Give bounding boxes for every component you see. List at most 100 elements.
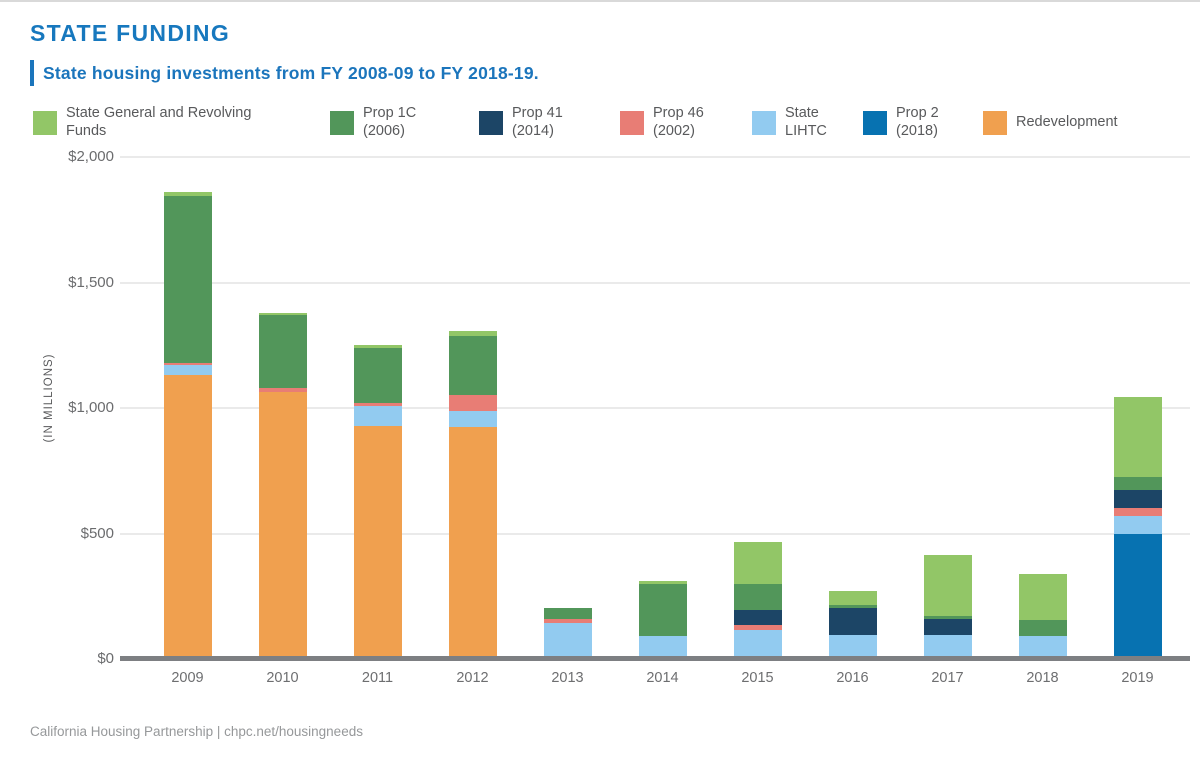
bar-segment xyxy=(543,622,592,659)
bar-segment xyxy=(1113,533,1162,659)
bar-slot-2010 xyxy=(235,157,330,659)
x-tick-label: 2018 xyxy=(1026,670,1059,686)
legend-swatch-prop-2 xyxy=(863,111,887,135)
x-tick-label: 2013 xyxy=(551,670,584,686)
legend-item-prop-41: Prop 41 (2014) xyxy=(479,105,563,140)
stacked-bar-2013 xyxy=(543,607,592,659)
bar-segment xyxy=(733,542,782,584)
stacked-bar-2009 xyxy=(163,192,212,659)
stacked-bar-2014 xyxy=(638,581,687,659)
bar-segment xyxy=(258,315,307,388)
x-tick-label: 2012 xyxy=(456,670,489,686)
bar-segment xyxy=(828,605,877,608)
x-tick-label: 2009 xyxy=(171,670,204,686)
bar-segment xyxy=(448,410,497,427)
stacked-bar-2011 xyxy=(353,345,402,659)
gridline xyxy=(120,281,1190,284)
stacked-bar-2016 xyxy=(828,591,877,659)
bars-container xyxy=(140,157,1185,659)
y-tick-label: $1,000 xyxy=(68,399,114,416)
legend-item-prop-1c: Prop 1C (2006) xyxy=(330,105,416,140)
stacked-bar-2012 xyxy=(448,331,497,659)
gridline xyxy=(120,156,1190,158)
stacked-bar-2010 xyxy=(258,312,307,659)
stacked-bar-2015 xyxy=(733,542,782,659)
chart-legend: State General and Revolving Funds Prop 1… xyxy=(0,105,1200,151)
bar-segment xyxy=(828,591,877,606)
bar-segment xyxy=(1113,396,1162,478)
legend-item-prop-46: Prop 46 (2002) xyxy=(620,105,704,140)
bar-segment xyxy=(733,625,782,631)
bar-segment xyxy=(1113,489,1162,509)
x-tick-label: 2014 xyxy=(646,670,679,686)
legend-swatch-prop-1c xyxy=(330,111,354,135)
legend-label: Redevelopment xyxy=(1016,114,1118,130)
bar-segment xyxy=(733,583,782,611)
bar-segment xyxy=(1018,620,1067,637)
bar-segment xyxy=(543,618,592,623)
footer-credit: California Housing Partnership | chpc.ne… xyxy=(30,724,363,739)
bar-segment xyxy=(163,375,212,659)
bar-segment xyxy=(1018,573,1067,621)
x-tick-label: 2010 xyxy=(266,670,299,686)
stacked-bar-2018 xyxy=(1018,573,1067,659)
bar-segment xyxy=(923,618,972,636)
bar-slot-2009 xyxy=(140,157,235,659)
bar-segment xyxy=(638,583,687,637)
x-tick-label: 2019 xyxy=(1121,670,1154,686)
bar-segment xyxy=(448,426,497,659)
chart-subtitle: State housing investments from FY 2008-0… xyxy=(43,62,539,83)
legend-swatch-redevelopment xyxy=(983,111,1007,135)
legend-item-state-lihtc: State LIHTC xyxy=(752,105,827,140)
bar-slot-2017 xyxy=(900,157,995,659)
bar-slot-2018 xyxy=(995,157,1090,659)
bar-segment xyxy=(353,425,402,659)
legend-label: Prop 41 (2014) xyxy=(512,105,563,139)
bar-segment xyxy=(448,331,497,337)
bar-segment xyxy=(828,635,877,659)
x-tick-label: 2015 xyxy=(741,670,774,686)
bar-segment xyxy=(828,607,877,636)
bar-segment xyxy=(163,192,212,196)
legend-label: Prop 46 (2002) xyxy=(653,105,704,139)
legend-swatch-state-general-funds xyxy=(33,111,57,135)
bar-segment xyxy=(163,362,212,366)
bar-segment xyxy=(733,610,782,626)
x-tick-label: 2016 xyxy=(836,670,869,686)
bar-slot-2011 xyxy=(330,157,425,659)
bar-segment xyxy=(733,630,782,659)
bar-segment xyxy=(638,581,687,584)
bar-segment xyxy=(258,312,307,316)
page-title: STATE FUNDING xyxy=(30,20,231,46)
bar-segment xyxy=(638,636,687,659)
legend-label: State LIHTC xyxy=(785,105,827,139)
bar-segment xyxy=(353,403,402,406)
y-tick-label: $2,000 xyxy=(68,148,114,165)
bar-slot-2014 xyxy=(615,157,710,659)
bar-segment xyxy=(923,554,972,617)
legend-item-redevelopment: Redevelopment xyxy=(983,105,1118,135)
bar-slot-2019 xyxy=(1090,157,1185,659)
bar-slot-2016 xyxy=(805,157,900,659)
gridline xyxy=(120,407,1190,409)
bar-segment xyxy=(163,195,212,363)
x-axis-line xyxy=(120,656,1190,661)
y-tick-label: $1,500 xyxy=(68,273,114,291)
legend-swatch-prop-46 xyxy=(620,111,644,135)
x-tick-label: 2011 xyxy=(361,670,394,686)
bar-segment xyxy=(353,347,402,403)
bar-segment xyxy=(1113,508,1162,516)
bar-segment xyxy=(1113,515,1162,534)
bar-segment xyxy=(1018,636,1067,659)
bar-segment xyxy=(543,607,592,619)
stacked-bar-2017 xyxy=(923,554,972,659)
bar-slot-2013 xyxy=(520,157,615,659)
bar-segment xyxy=(353,345,402,348)
bar-segment xyxy=(353,405,402,426)
bar-segment xyxy=(448,336,497,396)
y-tick-label: $500 xyxy=(80,524,114,542)
legend-label: Prop 2 (2018) xyxy=(896,105,939,139)
legend-item-state-general-funds: State General and Revolving Funds xyxy=(33,105,251,140)
y-tick-label: $0 xyxy=(97,650,114,667)
